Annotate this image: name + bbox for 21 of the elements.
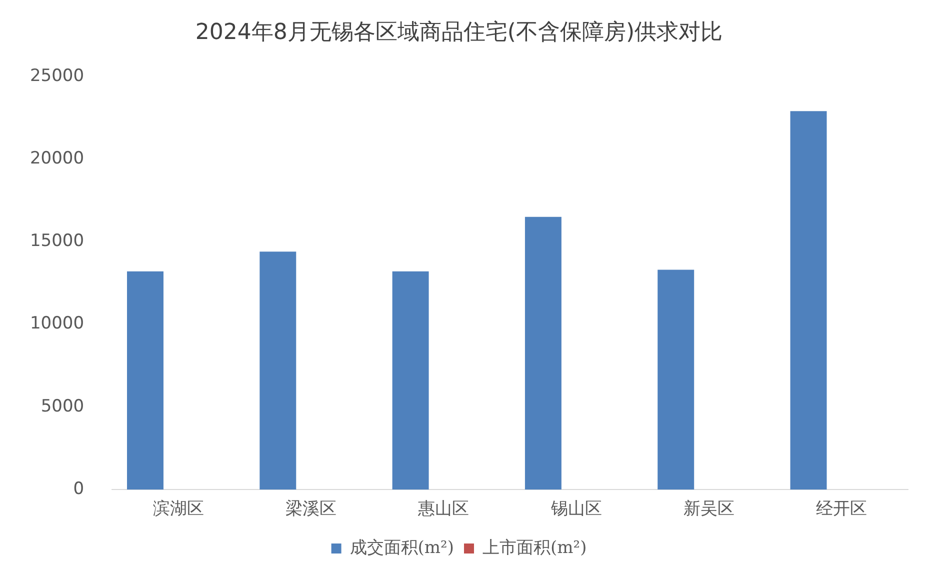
bar bbox=[260, 252, 296, 490]
y-tick-label: 15000 bbox=[30, 231, 84, 252]
y-tick-label: 0 bbox=[73, 479, 84, 500]
y-tick-label: 10000 bbox=[30, 314, 84, 334]
y-tick-label: 25000 bbox=[30, 66, 84, 86]
x-tick-label: 惠山区 bbox=[417, 499, 470, 520]
legend-label: 上市面积(m²) bbox=[482, 538, 587, 558]
legend-label: 成交面积(m²) bbox=[350, 538, 454, 558]
y-tick-label: 20000 bbox=[30, 148, 84, 168]
bar bbox=[127, 271, 164, 490]
bar bbox=[524, 216, 562, 490]
x-tick-label: 新吴区 bbox=[684, 499, 735, 520]
x-tick-label: 滨湖区 bbox=[152, 499, 204, 520]
x-tick-label: 经开区 bbox=[816, 499, 868, 520]
bar bbox=[658, 270, 694, 490]
bar bbox=[790, 111, 827, 490]
x-tick-label: 锡山区 bbox=[550, 499, 602, 520]
y-tick-label: 5000 bbox=[40, 396, 84, 416]
x-tick-label: 梁溪区 bbox=[286, 499, 337, 520]
bar bbox=[392, 271, 429, 490]
chart-title: 2024年8月无锡各区域商品住宅(不含保障房)供求对比 bbox=[195, 20, 723, 45]
